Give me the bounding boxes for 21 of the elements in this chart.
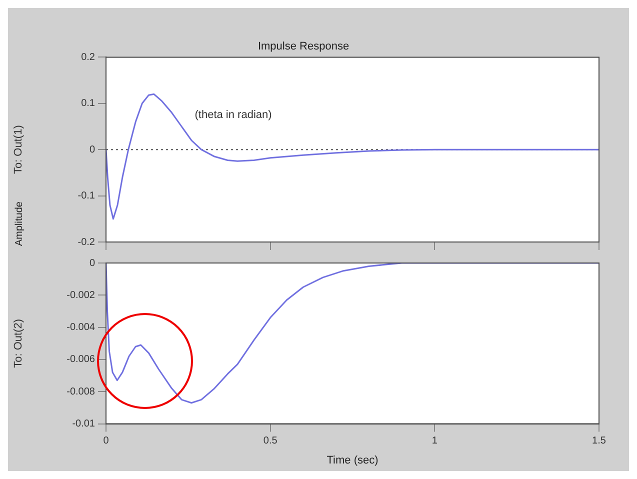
y-tick-label: 0 <box>89 258 96 269</box>
x-tick-label: 0.5 <box>263 436 278 447</box>
annotation: (theta in radian) <box>194 109 272 122</box>
y-tick-label: -0.008 <box>66 386 96 398</box>
y-axis-title: To: Out(1) <box>12 125 25 174</box>
y-tick-label: -0.004 <box>66 322 96 334</box>
y-tick-label: -0.006 <box>66 354 96 366</box>
x-tick-label: 1 <box>432 436 438 447</box>
y-tick-label: -0.01 <box>72 418 96 430</box>
y-tick-label: 0 <box>89 144 96 156</box>
x-axis-title: Time (sec) <box>326 454 378 466</box>
x-tick-label: 0 <box>103 436 110 447</box>
y-tick-label: -0.002 <box>66 290 96 301</box>
y-tick-label: -0.2 <box>78 236 96 248</box>
y-tick-label: -0.1 <box>78 190 96 202</box>
y-tick-label: 0.1 <box>81 98 96 110</box>
y-tick-label: 0.2 <box>81 52 96 63</box>
chart-title: Impulse Response <box>258 40 350 53</box>
x-tick-label: 1.5 <box>592 436 606 447</box>
y-axis-title: To: Out(2) <box>12 318 25 368</box>
text: Amplitude <box>14 202 25 246</box>
